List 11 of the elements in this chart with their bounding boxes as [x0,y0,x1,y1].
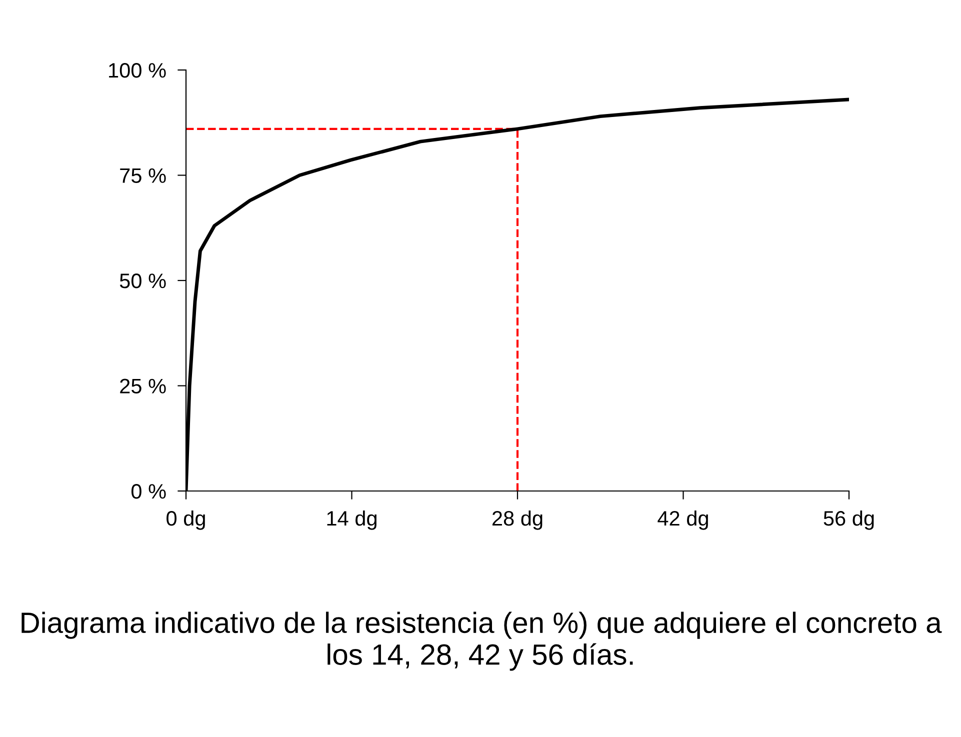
x-tick-label: 14 dg [327,510,376,530]
y-tick-label: 25 % [120,378,166,394]
y-tick-label: 0 % [131,484,166,499]
x-tick-label: 0 dg [166,510,205,530]
text: Diagrama indicativo de la resistencia (en %) que adquiere el concreto a los 14, 28, 42 y 56 días. [22,612,942,671]
y-tick-label: 75 % [120,168,166,184]
x-tick-label: 42 dg [658,510,708,530]
x-tick-label: 56 dg [824,510,874,530]
y-tick-label: 50 % [120,274,166,288]
x-tick-label: 28 dg [492,510,542,530]
y-tick-label: 100 % [109,63,166,78]
